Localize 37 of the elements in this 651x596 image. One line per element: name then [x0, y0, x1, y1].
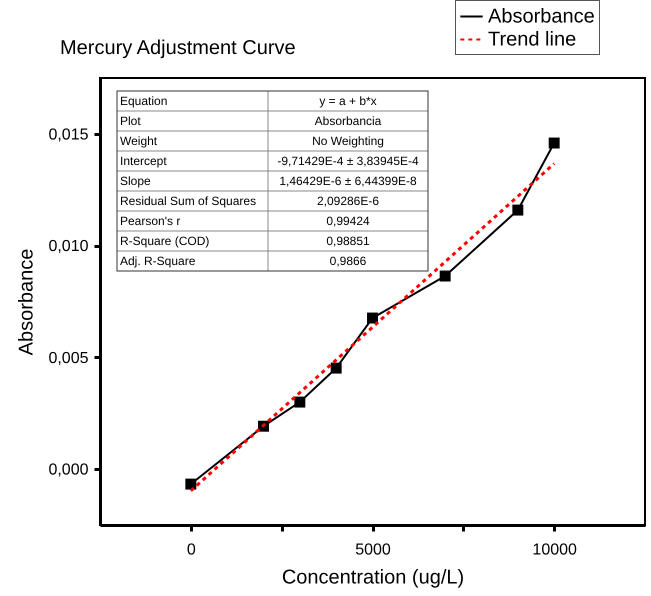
y-tick-label: 0,000: [48, 462, 89, 479]
point: [185, 478, 196, 490]
point: [512, 204, 524, 216]
annotation: No Weighting: [312, 134, 384, 148]
legend-label: Trend line: [488, 28, 576, 50]
annotation: Slope: [120, 174, 152, 188]
annotation: Residual Sum of Squares: [120, 194, 256, 208]
y-tick-label: 0,015: [48, 126, 89, 144]
annotation: Weight: [120, 134, 158, 148]
annotation: Intercept: [120, 154, 168, 168]
x-tick-label: 10000: [532, 542, 578, 558]
annotation: Absorbancia: [314, 114, 382, 128]
y-tick-label: 0,010: [48, 238, 89, 256]
point: [548, 138, 560, 149]
annotation: Equation: [120, 94, 168, 108]
point: [367, 312, 378, 324]
y-tick-label: 0,005: [48, 350, 89, 367]
annotation: 0,9866: [330, 254, 367, 268]
x-tick-label: 0: [186, 542, 196, 558]
point: [440, 270, 451, 282]
annotation: 0,99424: [326, 214, 370, 228]
point: [294, 396, 306, 408]
annotation: 1,46429E-6 ± 6,44399E-8: [279, 174, 417, 188]
annotation: Plot: [120, 114, 142, 128]
annotation: y = a + b*x: [319, 94, 377, 108]
annotation: 0,98851: [326, 234, 370, 248]
annotation: R-Square (COD): [120, 234, 210, 248]
point: [330, 362, 342, 374]
chart-title: Mercury Adjustment Curve: [60, 37, 296, 59]
y-axis-title: Absorbance: [15, 248, 38, 356]
annotation: 2,09286E-6: [316, 194, 380, 208]
annotation: Pearson's r: [120, 214, 180, 228]
legend-label: Absorbance: [488, 6, 595, 28]
annotation: -9,71429E-4 ± 3,83945E-4: [277, 154, 419, 168]
x-axis-title: Concentration (ug/L): [282, 566, 464, 588]
x-tick-label: 5000: [355, 542, 391, 558]
annotation: Adj. R-Square: [120, 254, 196, 268]
